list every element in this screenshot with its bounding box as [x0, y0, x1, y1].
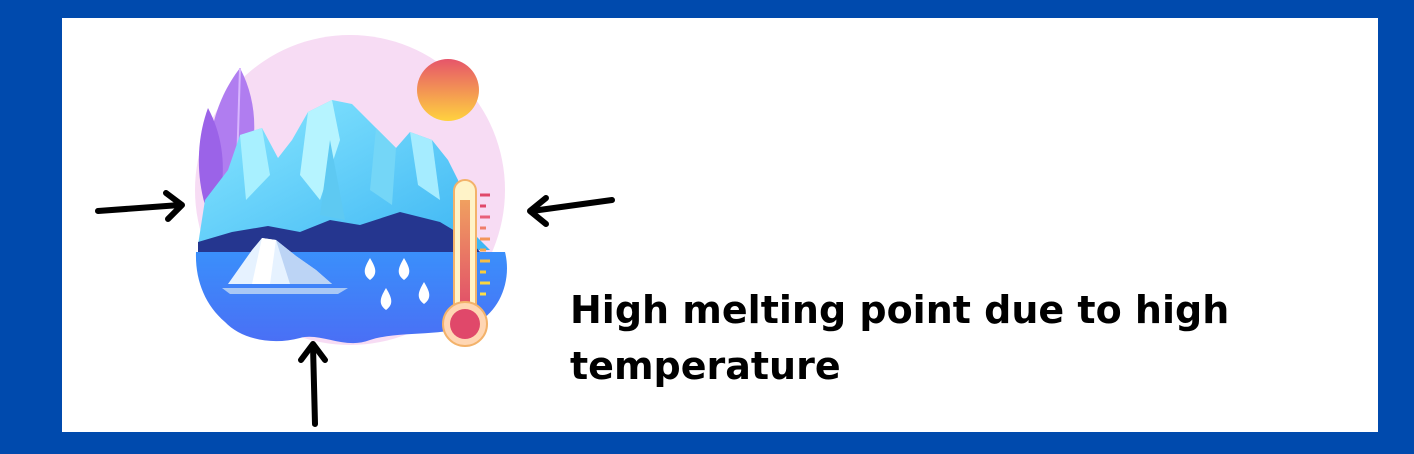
- sun-icon: [417, 59, 479, 121]
- arrow-left: [95, 190, 185, 222]
- arrow-icon: [95, 190, 615, 427]
- arrow-bottom: [298, 341, 328, 427]
- caption-text: High melting point due to high temperatu…: [570, 288, 1230, 388]
- melting-glacier-icon: [195, 35, 507, 345]
- iceberg: [222, 238, 348, 294]
- thermometer-icon: [442, 179, 490, 347]
- ice-mountains: [198, 100, 490, 252]
- water-droplet-icon: [364, 258, 430, 310]
- arrow-right: [527, 195, 615, 227]
